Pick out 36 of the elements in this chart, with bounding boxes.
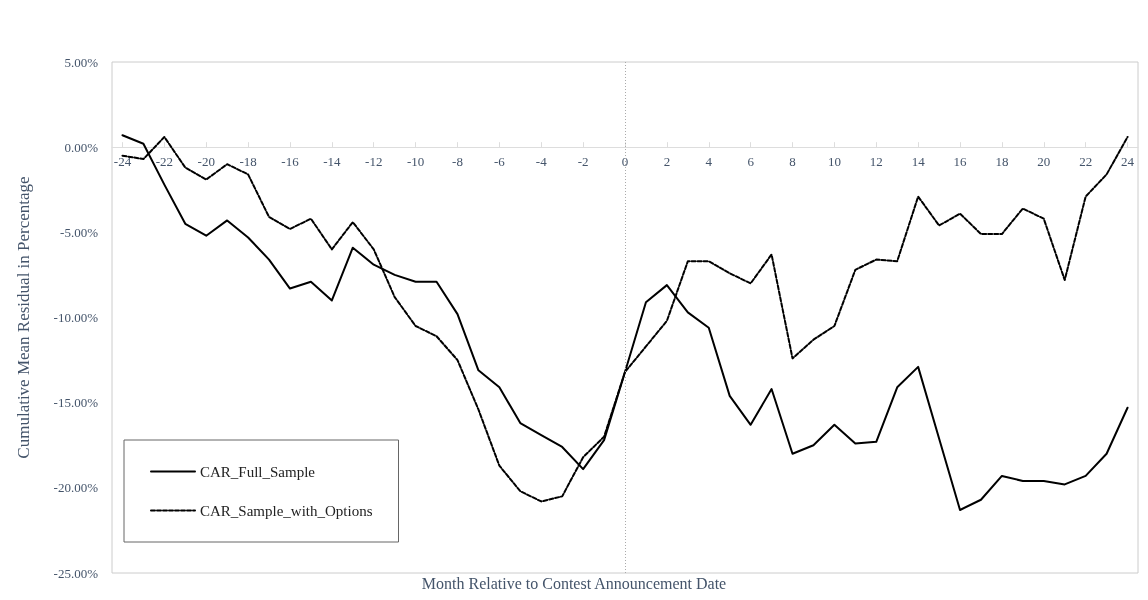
legend-label: CAR_Full_Sample (200, 463, 316, 480)
x-axis-title: Month Relative to Contest Announcement Date (421, 574, 727, 592)
x-tick-label: 12 (869, 154, 883, 170)
y-axis-title: Cumulative Mean Residual in Percentage (14, 176, 33, 459)
legend-label: CAR_Sample_with_Options (200, 502, 373, 519)
x-tick-label: -22 (155, 154, 174, 170)
x-tick-label: -16 (281, 154, 300, 170)
x-tick-label: -12 (365, 154, 383, 170)
x-tick-label: 2 (663, 154, 671, 170)
y-tick-label: -5.00% (60, 224, 99, 240)
x-tick-label: 24 (1121, 154, 1135, 170)
y-tick-label: 0.00% (64, 139, 99, 155)
x-tick-label: -6 (493, 154, 506, 170)
x-tick-label: 14 (911, 154, 926, 170)
x-tick-label: 16 (953, 154, 968, 170)
x-tick-label: -14 (323, 154, 342, 170)
x-tick-label: 18 (995, 154, 1009, 170)
y-tick-label: -20.00% (53, 480, 99, 496)
x-tick-label: -4 (535, 154, 548, 170)
x-tick-label: -24 (113, 154, 132, 170)
x-tick-label: 20 (1037, 154, 1051, 170)
x-tick-label: 6 (747, 154, 755, 170)
x-tick-label: 22 (1079, 154, 1093, 170)
y-tick-label: -25.00% (53, 565, 99, 581)
x-tick-label: -10 (406, 154, 425, 170)
x-tick-label: 8 (789, 154, 796, 170)
y-tick-label: 5.00% (64, 54, 99, 70)
x-tick-label: -20 (197, 154, 215, 170)
x-tick-label: -8 (452, 154, 463, 170)
x-tick-label: -18 (239, 154, 257, 170)
x-tick-label: -2 (577, 154, 589, 170)
x-tick-label: 10 (827, 154, 841, 170)
x-tick-label: 0 (621, 154, 629, 170)
x-tick-label: 4 (705, 154, 713, 170)
y-tick-label: -15.00% (53, 395, 99, 411)
y-tick-label: -10.00% (53, 310, 99, 325)
